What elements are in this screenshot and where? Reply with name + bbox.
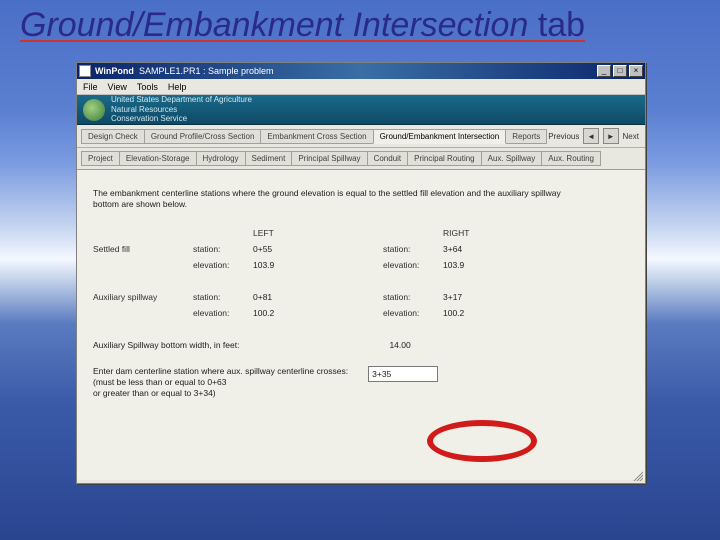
slide-title-main: Ground/Embankment Intersection	[20, 6, 528, 44]
tab-row-2: Project Elevation-Storage Hydrology Sedi…	[77, 148, 645, 170]
centerline-station-value: 3+35	[372, 369, 391, 379]
tab-content: The embankment centerline stations where…	[77, 170, 645, 480]
tab-ground-embank-intersection[interactable]: Ground/Embankment Intersection	[373, 129, 507, 144]
maximize-button[interactable]: □	[613, 65, 627, 77]
centerline-label: Enter dam centerline station where aux. …	[93, 366, 348, 376]
centerline-constraint: (must be less than or equal to 0+63 or g…	[93, 377, 227, 398]
org-line-2: Natural Resources	[111, 105, 177, 114]
val-as-left-elev: 100.2	[253, 308, 313, 318]
centerline-input-row: Enter dam centerline station where aux. …	[93, 366, 629, 399]
bw-label: Auxiliary Spillway bottom width, in feet…	[93, 340, 239, 350]
lbl-elevation: elevation:	[193, 308, 253, 318]
slide-title: Ground/Embankment Intersection tab	[0, 0, 720, 45]
resize-grip-icon[interactable]	[631, 469, 643, 481]
close-button[interactable]: ×	[629, 65, 643, 77]
val-sf-left-elev: 103.9	[253, 260, 313, 270]
centerline-note: Enter dam centerline station where aux. …	[93, 366, 348, 399]
tab-hydrology[interactable]: Hydrology	[196, 151, 246, 166]
highlight-ring-icon	[427, 420, 537, 462]
slide-title-suffix: tab	[538, 6, 585, 44]
nrcs-logo-icon	[83, 99, 105, 121]
centerline-station-input[interactable]: 3+35	[368, 366, 438, 382]
org-line-3: Conservation Service	[111, 114, 187, 123]
tab-project[interactable]: Project	[81, 151, 120, 166]
file-caption: SAMPLE1.PR1 : Sample problem	[139, 66, 274, 76]
bw-value: 14.00	[389, 340, 410, 350]
intro-text: The embankment centerline stations where…	[93, 188, 573, 210]
tab-reports[interactable]: Reports	[505, 129, 547, 144]
titlebar: WinPond SAMPLE1.PR1 : Sample problem _ □…	[77, 63, 645, 79]
tab-conduit[interactable]: Conduit	[367, 151, 409, 166]
val-as-right-station: 3+17	[443, 292, 503, 302]
org-line-1: United States Department of Agriculture	[111, 95, 252, 105]
menu-file[interactable]: File	[83, 82, 98, 92]
tab-design-check[interactable]: Design Check	[81, 129, 145, 144]
menu-view[interactable]: View	[108, 82, 127, 92]
val-as-left-station: 0+81	[253, 292, 313, 302]
col-left: LEFT	[253, 228, 313, 238]
nav-next-label: Next	[621, 132, 641, 141]
menu-help[interactable]: Help	[168, 82, 187, 92]
tab-principal-spillway[interactable]: Principal Spillway	[291, 151, 367, 166]
menu-tools[interactable]: Tools	[137, 82, 158, 92]
tab-aux-routing[interactable]: Aux. Routing	[541, 151, 601, 166]
tab-embankment-xsec[interactable]: Embankment Cross Section	[260, 129, 373, 144]
tab-ground-profile[interactable]: Ground Profile/Cross Section	[144, 129, 262, 144]
nav-prev-label: Previous	[546, 132, 581, 141]
lbl-station: station:	[383, 244, 443, 254]
val-sf-right-elev: 103.9	[443, 260, 503, 270]
tab-principal-routing[interactable]: Principal Routing	[407, 151, 481, 166]
row-aux-spillway: Auxiliary spillway	[93, 292, 193, 302]
tab-row-1: Design Check Ground Profile/Cross Sectio…	[77, 125, 645, 148]
app-name: WinPond	[95, 66, 134, 76]
row-settled-fill: Settled fill	[93, 244, 193, 254]
lbl-station: station:	[383, 292, 443, 302]
val-sf-left-station: 0+55	[253, 244, 313, 254]
minimize-button[interactable]: _	[597, 65, 611, 77]
tabstrip-2: Project Elevation-Storage Hydrology Sedi…	[81, 151, 641, 166]
lbl-station: station:	[193, 244, 253, 254]
org-text: United States Department of Agriculture …	[111, 95, 252, 124]
org-banner: United States Department of Agriculture …	[77, 95, 645, 125]
tab-sediment[interactable]: Sediment	[245, 151, 293, 166]
app-icon	[79, 65, 91, 77]
data-grid: LEFT RIGHT Settled fill station: 0+55 st…	[93, 228, 629, 318]
val-as-right-elev: 100.2	[443, 308, 503, 318]
bottom-width-row: Auxiliary Spillway bottom width, in feet…	[93, 340, 629, 350]
tabstrip-1: Design Check Ground Profile/Cross Sectio…	[81, 129, 546, 144]
tab-aux-spillway[interactable]: Aux. Spillway	[481, 151, 543, 166]
tab-elev-storage[interactable]: Elevation-Storage	[119, 151, 197, 166]
nav-prev-button[interactable]: ◄	[583, 128, 599, 144]
window-caption: WinPond SAMPLE1.PR1 : Sample problem	[95, 66, 595, 76]
app-window: WinPond SAMPLE1.PR1 : Sample problem _ □…	[76, 62, 646, 484]
lbl-elevation: elevation:	[383, 308, 443, 318]
lbl-station: station:	[193, 292, 253, 302]
menubar: File View Tools Help	[77, 79, 645, 95]
lbl-elevation: elevation:	[193, 260, 253, 270]
col-right: RIGHT	[443, 228, 503, 238]
lbl-elevation: elevation:	[383, 260, 443, 270]
nav-next-button[interactable]: ►	[603, 128, 619, 144]
val-sf-right-station: 3+64	[443, 244, 503, 254]
